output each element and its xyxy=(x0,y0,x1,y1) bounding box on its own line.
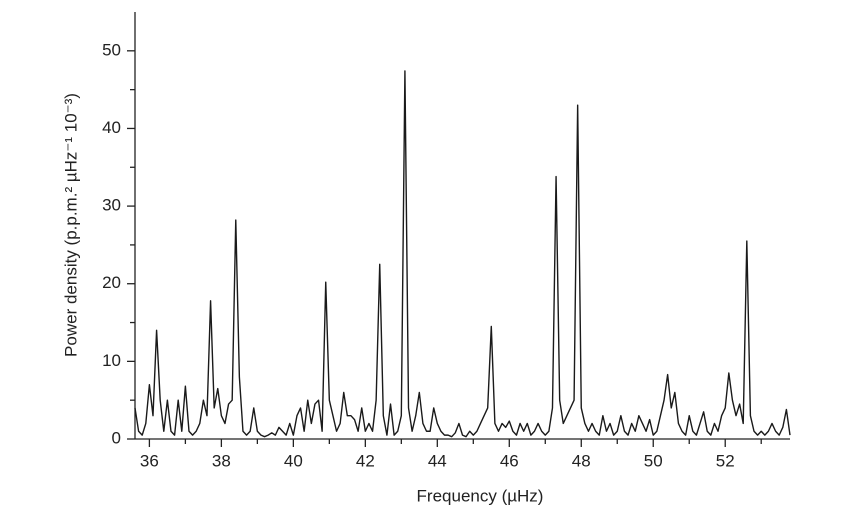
y-axis-label: Power density (p.p.m.² µHz⁻¹ 10⁻³) xyxy=(61,93,80,357)
y-tick-label: 10 xyxy=(102,351,121,370)
x-tick-label: 52 xyxy=(716,451,735,470)
x-tick-label: 50 xyxy=(644,451,663,470)
x-tick-label: 44 xyxy=(428,451,447,470)
y-tick-label: 0 xyxy=(112,428,121,447)
x-tick-label: 48 xyxy=(572,451,591,470)
x-tick-label: 40 xyxy=(284,451,303,470)
y-tick-label: 40 xyxy=(102,118,121,137)
x-tick-label: 42 xyxy=(356,451,375,470)
y-tick-label: 50 xyxy=(102,40,121,59)
x-tick-label: 36 xyxy=(140,451,159,470)
x-tick-label: 38 xyxy=(212,451,231,470)
y-tick-label: 30 xyxy=(102,196,121,215)
spectrum-line xyxy=(134,70,791,438)
x-tick-label: 46 xyxy=(500,451,519,470)
y-tick-label: 20 xyxy=(102,273,121,292)
x-axis-label: Frequency (µHz) xyxy=(417,486,544,505)
